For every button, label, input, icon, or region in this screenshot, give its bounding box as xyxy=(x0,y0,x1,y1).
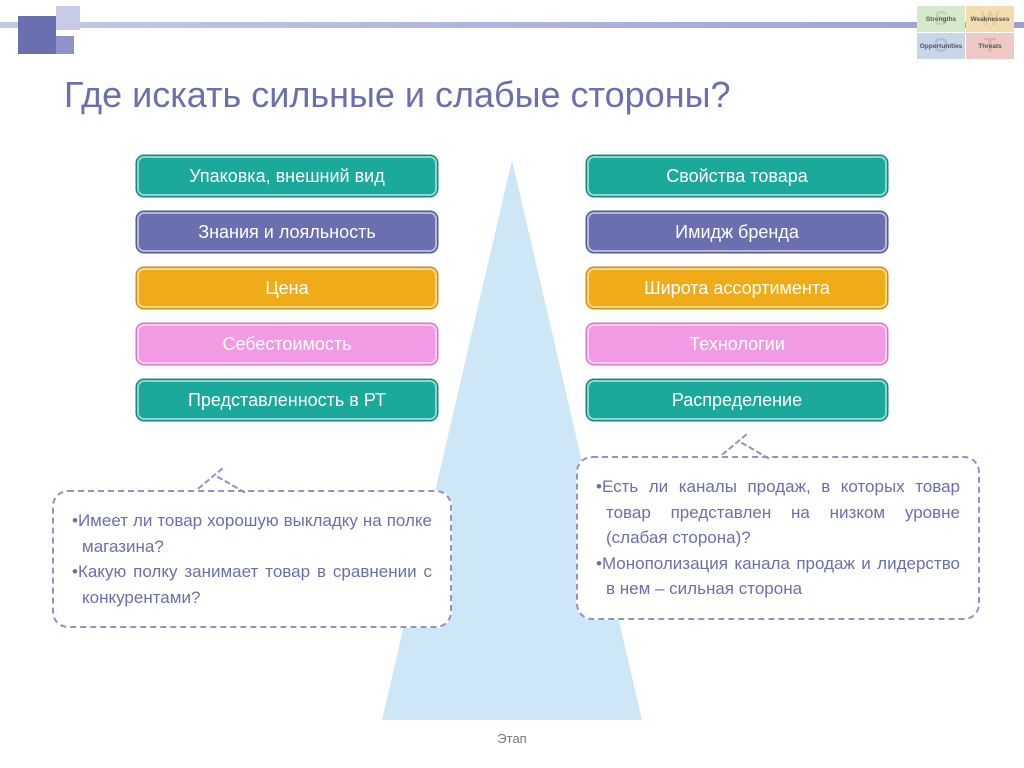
right-pill-2: Широта ассортимента xyxy=(587,268,887,308)
swot-label-t: Threats xyxy=(978,43,1001,50)
swot-label-w: Weaknesses xyxy=(971,16,1010,23)
callout-bullet: •Имеет ли товар хорошую выкладку на полк… xyxy=(72,508,432,559)
left-pill-1: Знания и лояльность xyxy=(137,212,437,252)
right-column: Свойства товара Имидж бренда Широта ассорт… xyxy=(587,156,887,420)
left-pill-4: Представленность в РТ xyxy=(137,380,437,420)
swot-label-s: Strengths xyxy=(926,16,956,23)
right-pill-4: Распределение xyxy=(587,380,887,420)
swot-cell-opportunities: O Opportunities xyxy=(917,33,965,59)
footer-label: Этап xyxy=(497,731,526,746)
left-pill-0: Упаковка, внешний вид xyxy=(137,156,437,196)
right-pill-3: Технологии xyxy=(587,324,887,364)
left-column: Упаковка, внешний вид Знания и лояльность… xyxy=(137,156,437,420)
right-pill-1: Имидж бренда xyxy=(587,212,887,252)
swot-cell-weaknesses: W Weaknesses xyxy=(966,6,1014,32)
right-pill-0: Свойства товара xyxy=(587,156,887,196)
pill-columns: Упаковка, внешний вид Знания и лояльность… xyxy=(0,156,1024,420)
left-pill-3: Себестоимость xyxy=(137,324,437,364)
callout-bullet: •Какую полку занимает товар в сравнении … xyxy=(72,559,432,610)
callout-bullet: •Монополизация канала продаж и лидерство… xyxy=(596,551,960,602)
callout-right: •Есть ли каналы продаж, в которых товар … xyxy=(576,456,980,620)
callout-left: •Имеет ли товар хорошую выкладку на полк… xyxy=(52,490,452,628)
swot-cell-strengths: S Strengths xyxy=(917,6,965,32)
callout-tail-icon xyxy=(197,467,242,512)
top-accent-bar xyxy=(0,22,1024,28)
left-pill-2: Цена xyxy=(137,268,437,308)
page-title: Где искать сильные и слабые стороны? xyxy=(64,74,730,116)
swot-cell-threats: T Threats xyxy=(966,33,1014,59)
callout-tail-icon xyxy=(721,433,766,478)
swot-matrix: S Strengths W Weaknesses O Opportunities… xyxy=(917,6,1014,59)
swot-label-o: Opportunities xyxy=(920,43,963,50)
callout-bullet: •Есть ли каналы продаж, в которых товар … xyxy=(596,474,960,551)
